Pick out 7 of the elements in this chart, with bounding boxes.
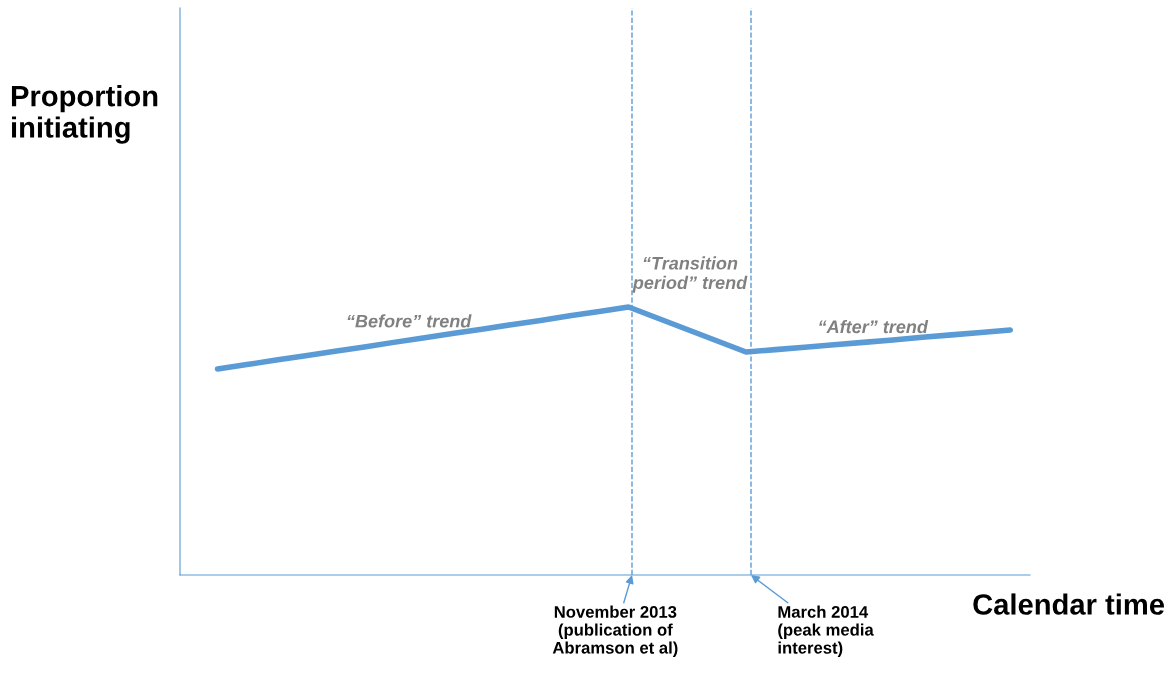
text: Proportion initiating	[11, 85, 158, 144]
x-axis-title: Calendar time	[973, 593, 1165, 615]
text: “Transition period” trend	[632, 256, 748, 293]
annotation: “Before” trend	[347, 314, 472, 328]
text: November 2013 (publication of Abramson et al)	[552, 605, 678, 657]
annotation: “After” trend	[819, 319, 929, 334]
text: March 2014 (peak media interest)	[778, 605, 874, 657]
